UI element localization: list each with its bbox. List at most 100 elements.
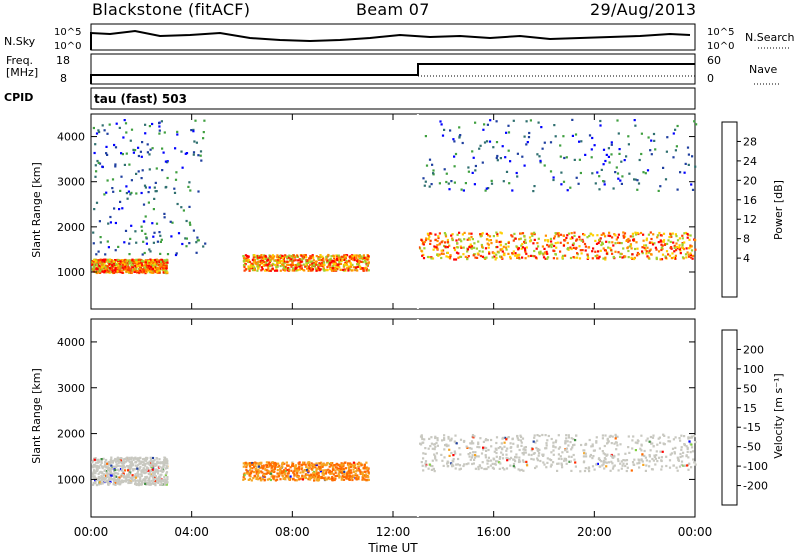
data-cell xyxy=(158,465,161,468)
data-cell xyxy=(688,238,691,241)
data-cell xyxy=(92,466,95,469)
data-cell xyxy=(123,457,126,461)
data-cell xyxy=(509,464,512,467)
data-cell xyxy=(140,480,143,483)
data-cell xyxy=(161,259,164,262)
data-cell xyxy=(97,259,100,262)
data-cell xyxy=(114,165,117,168)
data-cell xyxy=(310,467,313,470)
data-cell xyxy=(561,256,564,259)
data-cell xyxy=(672,132,675,135)
data-cell xyxy=(598,457,601,460)
data-cell xyxy=(110,267,113,270)
data-cell xyxy=(506,457,509,460)
data-cell xyxy=(485,449,488,452)
data-cell xyxy=(653,454,656,457)
data-cell xyxy=(149,470,153,473)
data-cell xyxy=(349,265,352,268)
data-cell xyxy=(461,233,464,236)
data-cell xyxy=(595,463,598,466)
data-cell xyxy=(152,475,155,478)
data-cell xyxy=(306,473,309,476)
data-cell xyxy=(312,256,315,259)
data-cell xyxy=(454,452,457,455)
data-gap xyxy=(416,114,419,309)
data-cell xyxy=(488,252,491,255)
data-cell xyxy=(660,258,664,261)
data-cell xyxy=(573,158,576,161)
data-cell xyxy=(127,265,130,268)
data-cell xyxy=(486,439,489,442)
data-cell xyxy=(450,439,453,442)
data-cell xyxy=(154,463,157,467)
data-cell xyxy=(103,463,107,466)
data-cell xyxy=(367,471,370,474)
data-cell xyxy=(539,159,542,162)
nsky-tick-top: 10^5 xyxy=(54,27,81,38)
data-cell xyxy=(119,468,123,471)
data-cell xyxy=(604,258,607,261)
data-cell xyxy=(675,245,678,248)
data-cell xyxy=(357,477,360,480)
data-cell xyxy=(616,435,619,438)
data-cell xyxy=(443,128,446,131)
data-cell xyxy=(283,472,287,475)
x-tick-label: 20:00 xyxy=(577,525,612,539)
data-cell xyxy=(479,144,482,147)
data-cell xyxy=(367,472,370,475)
data-cell xyxy=(490,182,494,185)
data-cell xyxy=(99,241,102,244)
data-cell xyxy=(625,155,628,158)
data-cell xyxy=(649,241,652,244)
data-cell xyxy=(287,267,290,270)
data-cell xyxy=(676,456,679,459)
data-cell xyxy=(361,260,365,264)
data-cell xyxy=(119,260,122,263)
data-cell xyxy=(550,459,553,462)
data-cell xyxy=(148,186,151,189)
data-cell xyxy=(672,464,675,467)
data-cell xyxy=(549,141,553,144)
data-cell xyxy=(128,253,131,256)
data-cell xyxy=(366,254,369,257)
data-cell xyxy=(501,457,505,460)
data-cell xyxy=(250,462,254,465)
data-cell xyxy=(434,457,437,460)
data-cell xyxy=(349,261,352,265)
data-cell xyxy=(611,241,614,244)
data-cell xyxy=(665,455,668,458)
data-cell xyxy=(593,144,596,147)
data-cell xyxy=(659,441,662,444)
data-cell xyxy=(115,270,118,273)
data-cell xyxy=(497,251,500,254)
data-cell xyxy=(541,433,544,437)
data-cell xyxy=(300,258,303,261)
data-cell xyxy=(110,458,113,461)
data-cell xyxy=(192,153,195,156)
data-cell xyxy=(92,483,95,486)
data-cell xyxy=(296,474,299,477)
data-cell xyxy=(660,246,663,249)
data-cell xyxy=(243,266,246,269)
data-cell xyxy=(128,456,131,459)
data-cell xyxy=(103,264,106,267)
data-cell xyxy=(133,269,136,272)
data-cell xyxy=(486,123,489,126)
data-cell xyxy=(586,236,589,239)
data-cell xyxy=(685,231,688,235)
data-cell xyxy=(254,464,257,467)
data-cell xyxy=(116,261,119,264)
data-cell xyxy=(318,467,322,470)
data-cell xyxy=(447,444,450,447)
data-cell xyxy=(521,256,524,259)
data-cell xyxy=(473,242,476,245)
data-cell xyxy=(118,126,121,129)
data-cell xyxy=(602,180,605,183)
data-cell xyxy=(294,479,297,482)
data-cell xyxy=(429,445,432,448)
data-cell xyxy=(130,458,133,461)
data-cell xyxy=(626,246,629,249)
data-cell xyxy=(645,439,648,442)
data-cell xyxy=(297,263,300,266)
